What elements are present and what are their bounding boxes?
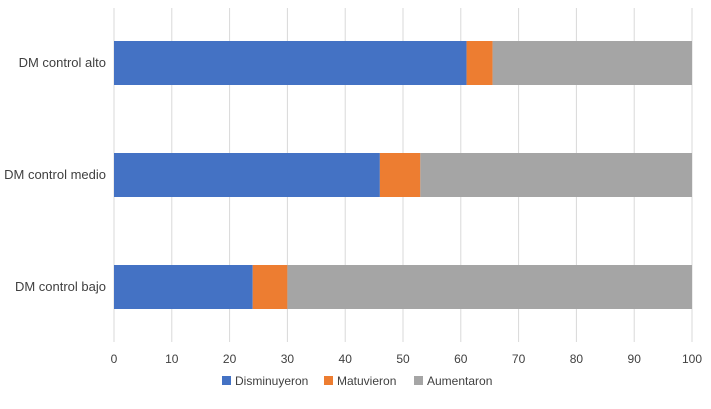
x-tick-label: 60 <box>454 352 468 366</box>
category-label: DM control medio <box>4 167 106 182</box>
bar-segment <box>287 265 692 309</box>
bar-segment <box>466 41 493 85</box>
bar-segment <box>114 265 253 309</box>
x-axis: 0 10 20 30 40 50 60 70 80 90 100 <box>111 352 703 366</box>
x-tick-label: 30 <box>281 352 295 366</box>
legend: Disminuyeron Matuvieron Aumentaron <box>222 374 492 388</box>
bar-segment <box>420 153 692 197</box>
legend-label: Disminuyeron <box>235 374 308 388</box>
x-tick-label: 70 <box>512 352 526 366</box>
x-tick-label: 100 <box>682 352 702 366</box>
bar-segment <box>114 153 380 197</box>
bars <box>114 41 692 309</box>
x-tick-label: 50 <box>396 352 410 366</box>
x-tick-label: 40 <box>339 352 353 366</box>
bar-segment <box>379 153 421 197</box>
bar-segment <box>252 265 288 309</box>
legend-label: Matuvieron <box>337 374 396 388</box>
bar-segment <box>114 41 467 85</box>
bar-segment <box>492 41 692 85</box>
legend-label: Aumentaron <box>427 374 492 388</box>
legend-swatch <box>222 376 231 385</box>
x-tick-label: 80 <box>570 352 584 366</box>
x-tick-label: 20 <box>223 352 237 366</box>
x-tick-label: 0 <box>111 352 118 366</box>
legend-swatch <box>324 376 333 385</box>
x-tick-label: 10 <box>165 352 179 366</box>
category-label: DM control alto <box>19 55 106 70</box>
category-label: DM control bajo <box>15 279 106 294</box>
category-labels: DM control alto DM control medio DM contro… <box>4 55 106 294</box>
legend-swatch <box>414 376 423 385</box>
x-tick-label: 90 <box>628 352 642 366</box>
